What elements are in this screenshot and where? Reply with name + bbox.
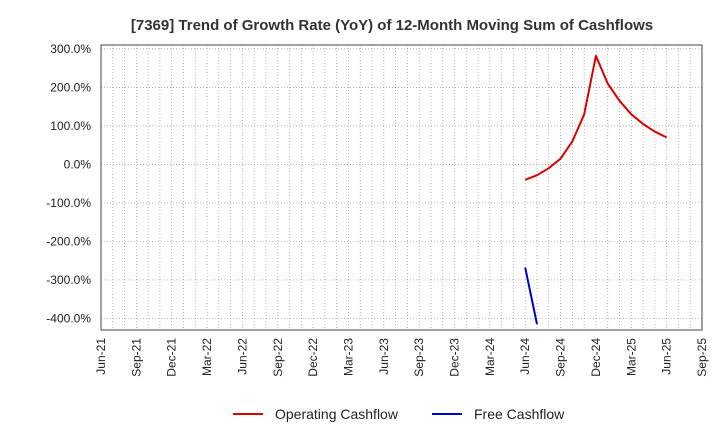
legend: Operating Cashflow Free Cashflow [233, 406, 565, 422]
x-tick-label: Sep-23 [412, 338, 426, 377]
x-tick-label: Mar-23 [341, 338, 355, 376]
y-axis-ticks: 300.0% 200.0% 100.0% 0.0% -100.0% -200.0% -300… [46, 42, 91, 326]
x-tick-label: Jun-23 [377, 338, 391, 375]
y-tick-label: -400.0% [46, 311, 91, 325]
y-tick-label: -200.0% [46, 234, 91, 248]
series-line-free-cashflow [524, 267, 538, 325]
plot-area-frame [100, 44, 703, 331]
x-tick-label: Sep-24 [554, 338, 568, 377]
x-tick-label: Dec-22 [306, 338, 320, 377]
x-tick-label: Jun-22 [235, 338, 249, 375]
x-tick-label: Sep-22 [271, 338, 285, 377]
x-tick-label: Mar-25 [624, 338, 638, 376]
x-tick-label: Dec-23 [448, 338, 462, 377]
y-tick-label: -300.0% [46, 273, 91, 287]
y-tick-label: 300.0% [50, 42, 91, 56]
x-tick-label: Jun-24 [518, 338, 532, 375]
y-tick-label: -100.0% [46, 196, 91, 210]
x-tick-label: Sep-25 [695, 338, 709, 377]
x-tick-label: Dec-24 [589, 338, 603, 377]
x-tick-label: Dec-21 [165, 338, 179, 377]
x-axis-ticks: Jun-21 Sep-21 Dec-21 Mar-22 Jun-22 Sep-22 Dec-… [94, 338, 709, 377]
x-tick-label: Sep-21 [129, 338, 143, 377]
legend-label-operating-cashflow: Operating Cashflow [275, 406, 399, 422]
grid [101, 45, 702, 330]
series-lines [524, 54, 668, 325]
x-tick-label: Jun-25 [660, 338, 674, 375]
y-tick-label: 0.0% [64, 157, 92, 171]
y-tick-label: 100.0% [50, 119, 91, 133]
x-tick-label: Mar-22 [200, 338, 214, 376]
chart-title: [7369] Trend of Growth Rate (YoY) of 12-… [131, 17, 653, 34]
legend-label-free-cashflow: Free Cashflow [474, 406, 565, 422]
x-tick-label: Mar-24 [483, 338, 497, 376]
y-tick-label: 200.0% [50, 80, 91, 94]
x-tick-label: Jun-21 [94, 338, 108, 375]
series-line-operating-cashflow [524, 54, 668, 181]
